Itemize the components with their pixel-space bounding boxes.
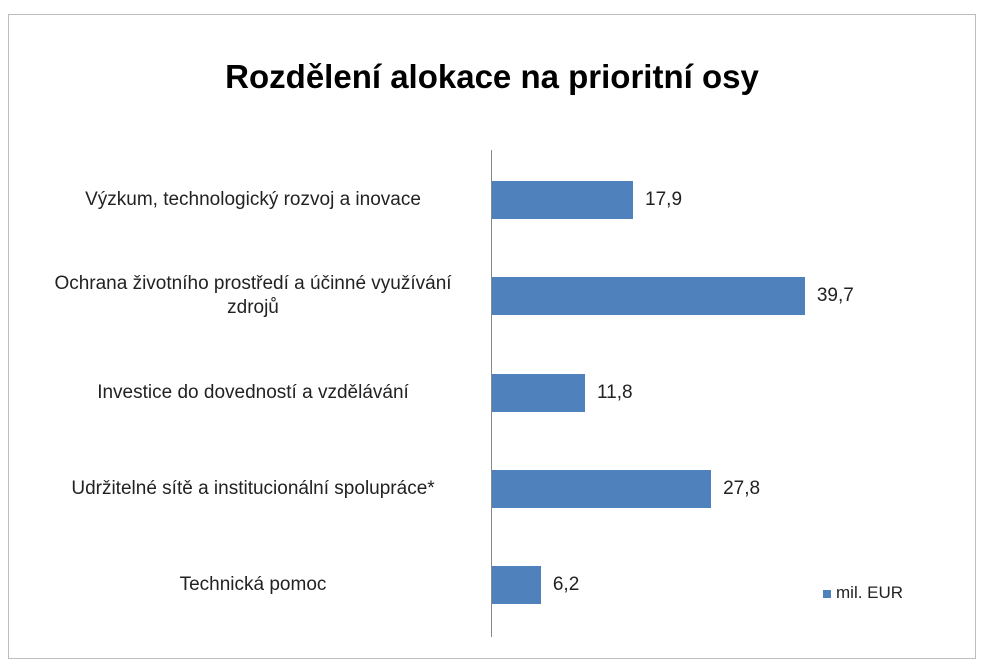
bar <box>492 373 585 412</box>
bar <box>492 469 712 508</box>
data-label: 27,8 <box>723 477 761 499</box>
bar <box>492 566 541 605</box>
data-label: 11,8 <box>596 381 633 403</box>
chart-title: Rozdělení alokace na prioritní osy <box>225 58 759 95</box>
legend-label: mil. EUR <box>836 583 904 602</box>
bar <box>492 277 805 316</box>
bar <box>492 181 634 219</box>
data-label: 17,9 <box>645 189 683 210</box>
y-tick-label: Investice do dovedností a vzdělávání <box>97 381 409 403</box>
y-tick-label: Udržitelné sítě a institucionální spolup… <box>71 477 435 499</box>
data-label: 6,2 <box>552 574 580 596</box>
category-axis <box>491 150 492 637</box>
y-tick-label: Technická pomoc <box>179 574 327 596</box>
y-tick-label: Ochrana životního prostředí a účinné vyu… <box>54 273 452 319</box>
legend-key <box>823 590 831 598</box>
data-label: 39,7 <box>816 285 854 307</box>
chart-frame <box>8 14 976 659</box>
y-tick-label: Výzkum, technologický rozvoj a inovace <box>85 189 421 210</box>
